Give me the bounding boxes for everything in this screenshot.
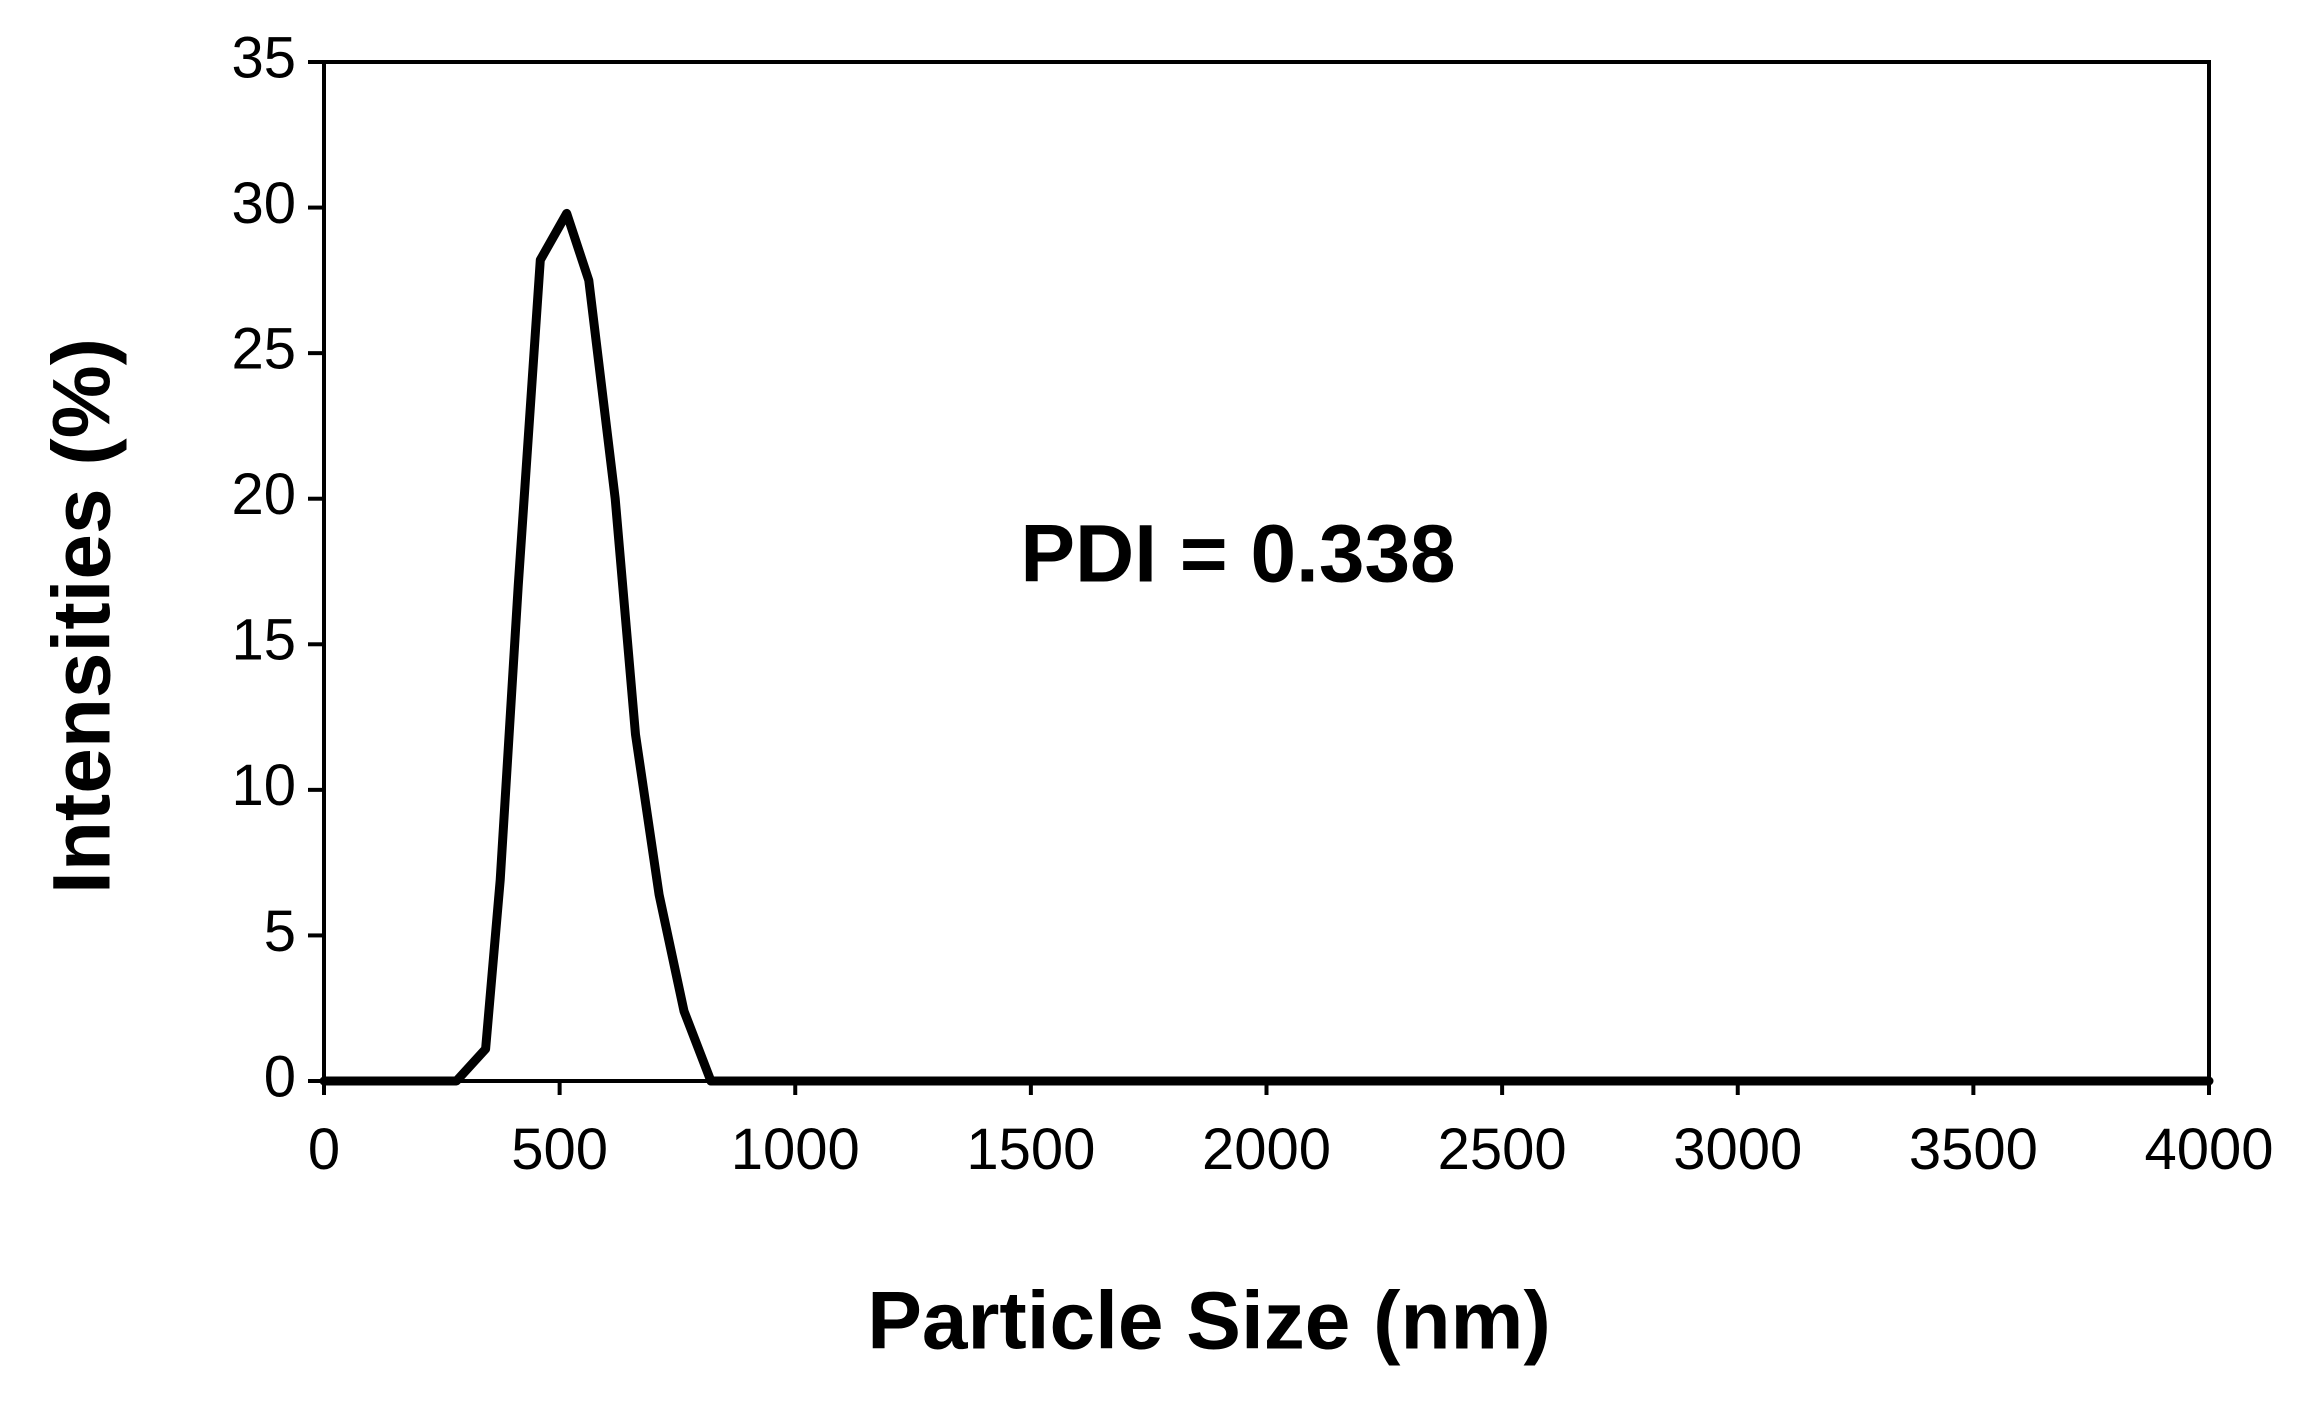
x-tick-label: 2000 (1202, 1117, 1331, 1182)
y-tick-label: 35 (231, 25, 296, 90)
y-axis-title: Intensities (%) (37, 338, 128, 894)
x-tick-label: 3000 (1673, 1117, 1802, 1182)
y-tick-label: 30 (231, 171, 296, 236)
y-tick-label: 0 (264, 1044, 296, 1109)
x-tick-label: 3500 (1909, 1117, 2038, 1182)
y-tick-label: 10 (231, 753, 296, 818)
x-tick-label: 1500 (966, 1117, 1095, 1182)
x-tick-label: 2500 (1438, 1117, 1567, 1182)
x-tick-label: 4000 (2144, 1117, 2273, 1182)
y-tick-label: 15 (231, 608, 296, 673)
y-tick-label: 25 (231, 316, 296, 381)
x-tick-label: 0 (308, 1117, 340, 1182)
y-tick-label: 20 (231, 462, 296, 527)
x-tick-label: 1000 (731, 1117, 860, 1182)
x-axis-title: Particle Size (nm) (867, 1276, 1551, 1367)
data-line (319, 208, 2214, 1086)
x-tick-label: 500 (511, 1117, 608, 1182)
y-tick-label: 5 (264, 899, 296, 964)
annotation: PDI = 0.338 (1020, 509, 1455, 600)
